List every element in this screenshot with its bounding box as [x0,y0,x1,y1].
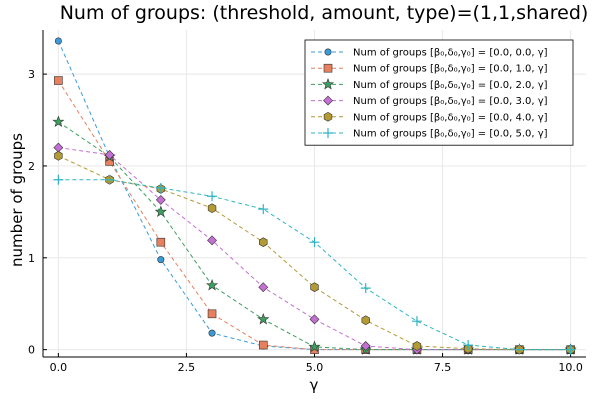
series-line-4 [58,155,571,351]
series-5-point [309,237,320,248]
legend-marker [323,95,333,106]
series-3-point [155,195,166,205]
series-4-point [412,341,422,351]
series-4 [54,150,575,355]
series-5-point [155,182,166,193]
series-3-point [207,235,217,246]
legend-marker [323,128,333,138]
legend-entry-0: Num of groups [β₀,δ₀,γ₀] = [0.0, 0.0, γ] [311,48,548,59]
x-tick-label: 10.0 [558,361,583,374]
series-3-point [104,149,115,160]
x-tick-label: 7.5 [434,361,452,374]
series-4-point [54,150,63,161]
y-tick-label: 0 [28,344,35,357]
x-tick-label: 2.5 [178,361,196,374]
legend-entry-4: Num of groups [β₀,δ₀,γ₀] = [0.0, 4.0, γ] [311,111,548,123]
legend-marker [324,48,332,56]
legend-entry-1: Num of groups [β₀,δ₀,γ₀] = [0.0, 1.0, γ] [311,64,548,75]
legend-label: Num of groups [β₀,δ₀,γ₀] = [0.0, 2.0, γ] [353,80,548,91]
legend-entry-2: Num of groups [β₀,δ₀,γ₀] = [0.0, 2.0, γ] [311,78,548,91]
series-5-point [411,316,422,327]
series-1-point [54,76,63,85]
axes: 0.0 2.5 5.0 7.5 10.0 0 1 2 3 [28,30,586,374]
series-2-point [257,312,270,325]
series-3-point [53,142,64,153]
series-3-point [309,314,320,325]
series-2-point [206,278,219,291]
series-3-point [360,341,371,351]
legend-entry-5: Num of groups [β₀,δ₀,γ₀] = [0.0, 5.0, γ] [311,128,548,140]
series-2-point [308,340,321,353]
y-tick-label: 3 [28,68,35,81]
series-5-point [104,174,115,185]
series-5-point [207,191,218,202]
series-2-point [154,205,167,218]
series-4-point [259,237,268,248]
series-layer [52,37,577,355]
series-5-point [565,344,576,355]
legend-marker [323,63,333,73]
series-5-point [360,283,371,294]
series-5-point [463,340,474,351]
series-5-point [53,174,64,185]
legend-marker [321,78,335,90]
chart-title: Num of groups: (threshold, amount, type)… [60,2,589,24]
series-1-point [207,309,217,319]
series-5 [53,174,576,355]
series-2-point [52,115,65,127]
legend-box [304,39,574,146]
series-1-point [156,237,166,247]
legend: Num of groups [β₀,δ₀,γ₀] = [0.0, 0.0, γ]… [304,39,574,146]
x-tick-label: 0.0 [50,361,68,374]
y-tick-label: 1 [28,252,35,265]
x-axis-label: γ [310,376,319,394]
series-1-point [258,340,268,350]
legend-label: Num of groups [β₀,δ₀,γ₀] = [0.0, 4.0, γ] [353,112,548,123]
legend-label: Num of groups [β₀,δ₀,γ₀] = [0.0, 1.0, γ] [353,64,548,75]
legend-label: Num of groups [β₀,δ₀,γ₀] = [0.0, 0.0, γ] [353,48,548,59]
legend-marker [323,111,333,122]
legend-entry-3: Num of groups [β₀,δ₀,γ₀] = [0.0, 3.0, γ] [311,95,548,107]
series-4-point [207,203,217,214]
y-tick-label: 2 [28,160,35,173]
series-3-point [258,282,269,293]
legend-label: Num of groups [β₀,δ₀,γ₀] = [0.0, 3.0, γ] [353,96,548,107]
y-axis-label: number of groups [8,133,26,267]
legend-label: Num of groups [β₀,δ₀,γ₀] = [0.0, 5.0, γ] [353,129,548,140]
series-5-point [258,204,269,215]
series-0-point [157,256,165,264]
series-5-point [514,344,525,355]
series-4-point [361,315,370,326]
series-0-point [208,329,216,337]
series-4-point [310,282,319,293]
series-0-point [54,37,62,45]
x-tick-label: 5.0 [306,361,324,374]
